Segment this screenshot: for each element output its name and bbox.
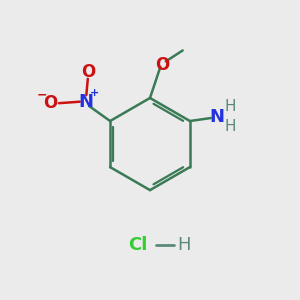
Text: Cl: Cl	[128, 236, 148, 254]
Text: H: H	[224, 119, 236, 134]
Text: H: H	[177, 236, 191, 254]
Text: O: O	[81, 63, 95, 81]
Text: O: O	[155, 56, 169, 74]
Text: N: N	[209, 108, 224, 126]
Text: −: −	[37, 88, 47, 101]
Text: O: O	[44, 94, 58, 112]
Text: +: +	[90, 88, 99, 98]
Text: H: H	[224, 99, 236, 114]
Text: N: N	[79, 93, 94, 111]
